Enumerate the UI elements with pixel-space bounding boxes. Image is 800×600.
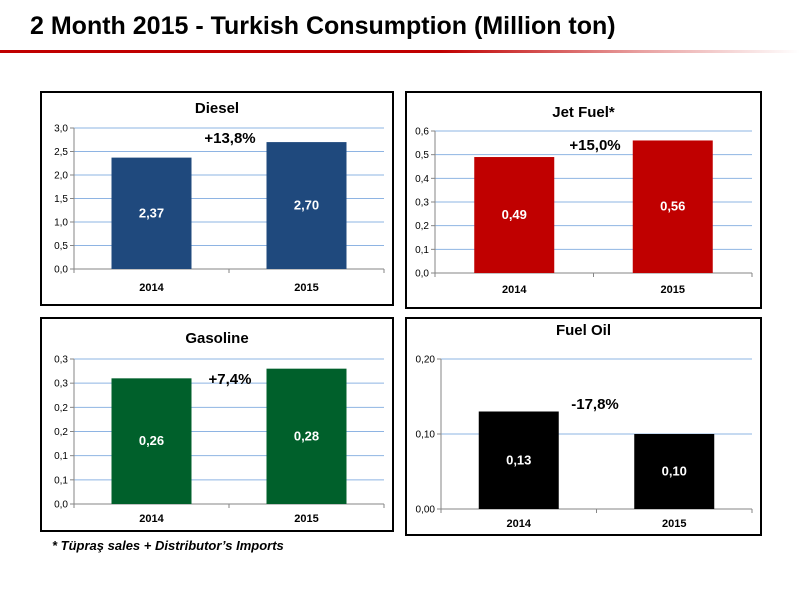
y-tick-label: 1,0 [54, 218, 68, 229]
y-tick-label: 2,0 [54, 171, 68, 182]
x-category-label: 2014 [502, 284, 527, 296]
y-tick-label: 0,0 [415, 269, 429, 280]
bar-value-label: 0,26 [139, 433, 164, 448]
x-category-label: 2015 [661, 284, 685, 296]
y-tick-label: 0,3 [54, 355, 68, 366]
y-tick-label: 0,2 [54, 403, 68, 414]
y-tick-label: 0,1 [415, 245, 429, 256]
bar-value-label: 2,37 [139, 205, 164, 220]
bar-value-label: 0,56 [660, 199, 685, 214]
y-tick-label: 0,1 [54, 475, 68, 486]
x-category-label: 2014 [507, 518, 532, 530]
chart-svg: 0,0 0,1 0,2 0,3 0,4 0,5 0,6 0,49 2014 0,56 2015 Jet… [415, 104, 753, 296]
chart-title: Fuel Oil [556, 322, 611, 339]
y-tick-label: 0,00 [416, 505, 436, 516]
title-underline [0, 50, 800, 53]
x-category-label: 2015 [662, 518, 686, 530]
bar-2015 [266, 368, 347, 504]
y-tick-label: 0,2 [54, 427, 68, 438]
y-tick-label: 0,5 [415, 150, 429, 161]
y-tick-label: 0,6 [415, 127, 429, 138]
y-tick-label: 0,5 [54, 241, 68, 252]
page-title: 2 Month 2015 - Turkish Consumption (Mill… [30, 12, 616, 40]
bar-value-label: 0,13 [506, 452, 531, 467]
y-tick-label: 2,5 [54, 147, 68, 158]
bar-2014 [111, 378, 192, 504]
bar-2014 [474, 157, 555, 273]
bar-value-label: 0,28 [294, 428, 319, 443]
bar-2014 [111, 157, 192, 269]
change-percent-label: +15,0% [569, 137, 620, 154]
jet-fuel-chart-panel: 0,0 0,1 0,2 0,3 0,4 0,5 0,6 0,49 2014 0,56 2015 Jet… [405, 91, 762, 309]
bar-value-label: 0,49 [502, 207, 527, 222]
x-category-label: 2015 [294, 282, 318, 294]
y-tick-label: 1,5 [54, 194, 68, 205]
y-tick-label: 0,0 [54, 265, 68, 276]
y-tick-label: 0,20 [416, 355, 436, 366]
footnote: * Tüpraş sales + Distributor’s Imports [52, 538, 284, 553]
bar-2015 [632, 140, 713, 273]
y-tick-label: 0,2 [415, 221, 429, 232]
chart-title: Gasoline [185, 330, 248, 347]
change-percent-label: +7,4% [209, 371, 252, 388]
y-tick-label: 0,3 [415, 198, 429, 209]
bar-value-label: 0,10 [662, 464, 687, 479]
y-tick-label: 0,3 [54, 379, 68, 390]
y-tick-label: 0,1 [54, 451, 68, 462]
chart-svg: 0,00 0,10 0,20 0,13 2014 0,10 2015 Fuel Oil -17,… [416, 322, 753, 530]
change-percent-label: -17,8% [571, 396, 619, 413]
bar-2014 [478, 411, 559, 509]
x-category-label: 2014 [139, 282, 164, 294]
bar-2015 [634, 434, 715, 509]
change-percent-label: +13,8% [204, 130, 255, 147]
y-tick-label: 0,10 [416, 430, 436, 441]
chart-title: Diesel [195, 100, 239, 117]
fuel-oil-chart-panel: 0,00 0,10 0,20 0,13 2014 0,10 2015 Fuel Oil -17,… [405, 317, 762, 536]
y-tick-label: 0,4 [415, 174, 429, 185]
chart-svg: 0,0 0,5 1,0 1,5 2,0 2,5 3,0 2,37 2014 2,70 2015 Die… [54, 100, 385, 294]
x-category-label: 2014 [139, 513, 164, 525]
bar-value-label: 2,70 [294, 198, 319, 213]
gasoline-chart-panel: 0,0 0,1 0,1 0,2 0,2 0,3 0,3 0,26 2014 0,28 2015 Gas… [40, 317, 394, 532]
bar-2015 [266, 142, 347, 269]
x-category-label: 2015 [294, 513, 318, 525]
diesel-chart-panel: 0,0 0,5 1,0 1,5 2,0 2,5 3,0 2,37 2014 2,70 2015 Die… [40, 91, 394, 306]
chart-title: Jet Fuel* [552, 104, 615, 121]
chart-svg: 0,0 0,1 0,1 0,2 0,2 0,3 0,3 0,26 2014 0,28 2015 Gas… [54, 330, 385, 525]
y-tick-label: 3,0 [54, 124, 68, 135]
y-tick-label: 0,0 [54, 500, 68, 511]
